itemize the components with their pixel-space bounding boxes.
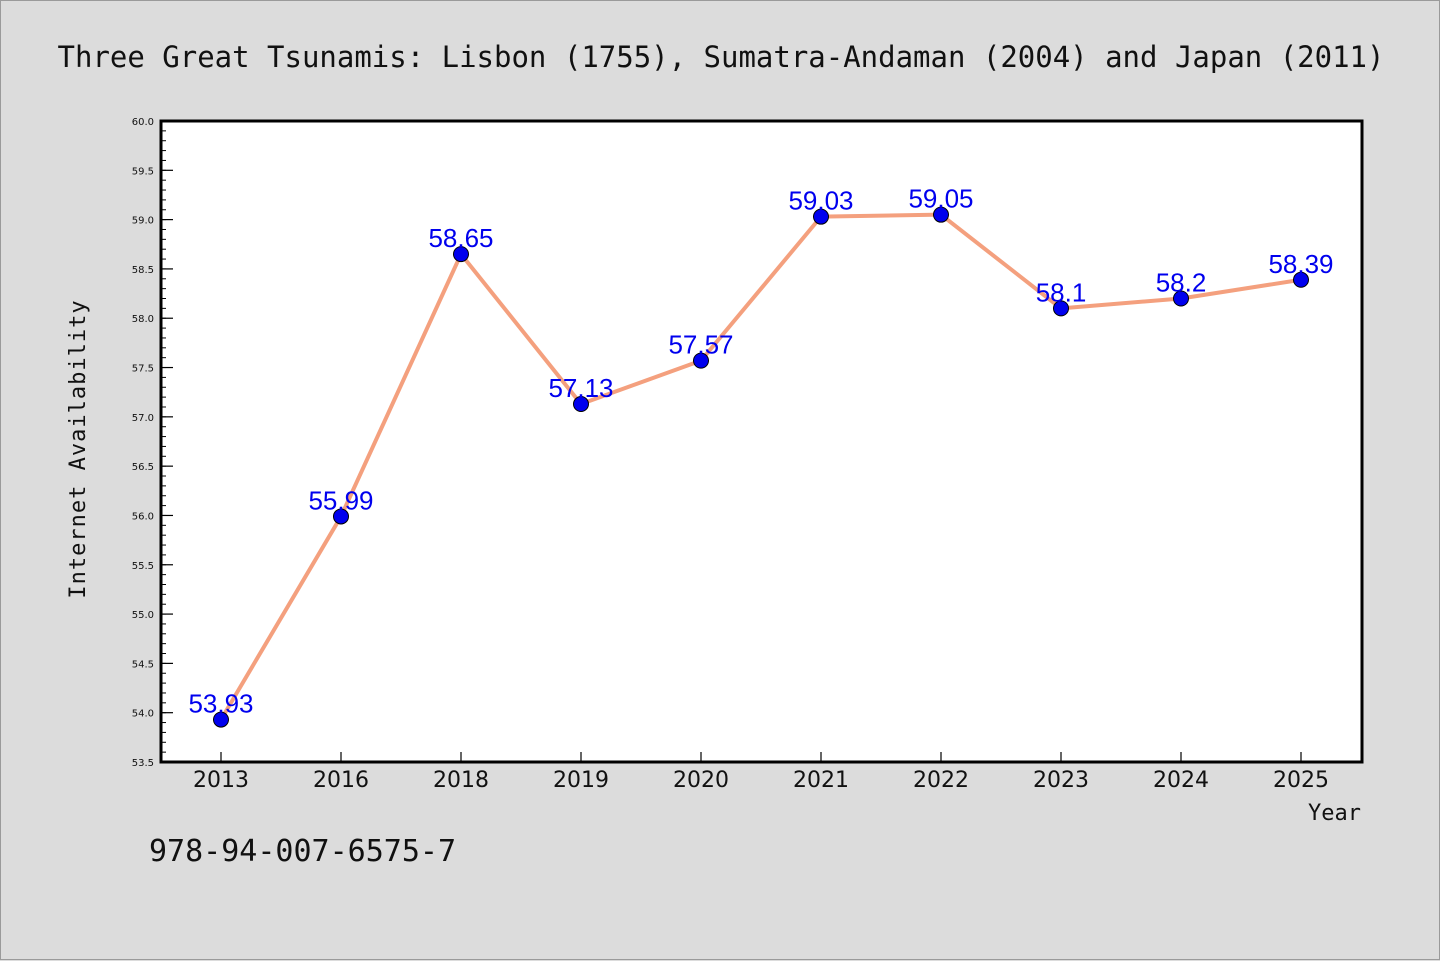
data-point (1173, 290, 1189, 307)
data-point (333, 508, 349, 525)
y-tick-label: 53.5 (132, 758, 154, 769)
x-tick-label: 2016 (313, 768, 369, 793)
series-line (219, 212, 1302, 721)
x-axis-label: Year (1308, 801, 1361, 826)
x-tick-label: 2023 (1033, 768, 1089, 793)
y-axis-label: Internet Availability (66, 299, 91, 598)
y-tick-label: 58.0 (132, 314, 154, 325)
x-axis-ticks: 2013 2016 2018 2019 2020 2021 2022 2023 2024 2025 (193, 752, 1329, 793)
data-label: 59.05 (908, 184, 973, 214)
isbn-footer: 978-94-007-6575-7 (149, 834, 457, 869)
y-tick-label: 55.5 (132, 561, 154, 572)
data-label: 57.13 (548, 373, 613, 403)
y-tick-label: 55.0 (132, 610, 154, 621)
y-tick-label: 54.0 (132, 709, 154, 720)
data-label: 58.65 (428, 223, 493, 253)
y-tick-label: 56.0 (132, 511, 154, 522)
data-point (813, 208, 829, 225)
plot-area (161, 121, 1362, 762)
x-tick-label: 2019 (553, 768, 609, 793)
y-tick-label: 59.0 (132, 216, 154, 227)
data-point (213, 711, 229, 728)
data-label: 55.99 (308, 485, 373, 515)
x-tick-label: 2020 (673, 768, 729, 793)
y-axis-ticks: 53.5 54.0 54.5 55.0 55.5 56.0 56.5 57.0 57.5 58.0… (132, 117, 173, 769)
y-tick-label: 56.5 (132, 462, 154, 473)
data-point (1053, 300, 1069, 317)
data-label: 58.39 (1268, 249, 1333, 279)
data-labels: 53.93 55.99 58.65 57.13 57.57 59.03 59.05 58.1 5… (188, 184, 1333, 719)
y-tick-label: 58.5 (132, 265, 154, 276)
data-point (933, 206, 949, 223)
y-tick-label: 54.5 (132, 659, 154, 670)
chart-title: Three Great Tsunamis: Lisbon (1755), Sum… (58, 40, 1385, 74)
y-tick-label: 59.5 (132, 166, 154, 177)
x-tick-label: 2024 (1153, 768, 1209, 793)
data-label: 58.2 (1156, 268, 1207, 298)
data-label: 53.93 (188, 689, 253, 719)
x-tick-label: 2022 (913, 768, 969, 793)
data-markers (213, 206, 1309, 728)
x-tick-label: 2025 (1273, 768, 1329, 793)
x-tick-label: 2021 (793, 768, 849, 793)
data-label: 59.03 (788, 186, 853, 216)
y-tick-label: 57.0 (132, 413, 154, 424)
y-tick-label: 60.0 (132, 117, 154, 128)
y-tick-label: 57.5 (132, 364, 154, 375)
data-label: 57.57 (668, 330, 733, 360)
data-point (573, 396, 589, 413)
data-point (453, 246, 469, 263)
data-point (693, 352, 709, 369)
data-label: 58.1 (1036, 277, 1087, 307)
x-tick-label: 2013 (193, 768, 249, 793)
x-tick-label: 2018 (433, 768, 489, 793)
data-point (1293, 271, 1309, 288)
plot-frame (159, 119, 1364, 764)
